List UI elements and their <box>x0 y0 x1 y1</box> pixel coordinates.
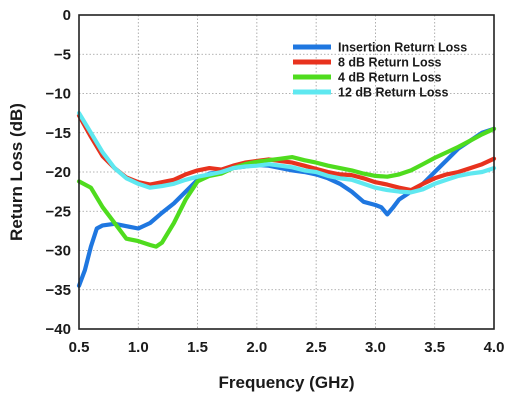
y-tick-label: −20 <box>46 164 71 181</box>
x-tick-label: 3.5 <box>424 339 445 356</box>
x-tick-label: 1.0 <box>128 339 149 356</box>
x-tick-label: 2.0 <box>246 339 267 356</box>
series-line-3 <box>76 111 497 195</box>
x-tick-label: 1.5 <box>187 339 208 356</box>
y-tick-label: −5 <box>54 46 71 63</box>
y-tick-label: −10 <box>46 86 71 103</box>
legend-label: 4 dB Return Loss <box>338 71 442 85</box>
series-lines <box>76 111 497 288</box>
x-tick-labels: 0.5 1.0 1.5 2.0 2.5 3.0 3.5 4.0 <box>69 339 505 356</box>
grid-lines <box>79 15 494 329</box>
legend-label: 8 dB Return Loss <box>338 56 442 70</box>
y-tick-label: −35 <box>46 282 71 299</box>
x-axis-label: Frequency (GHz) <box>218 373 354 392</box>
y-tick-label: −15 <box>46 125 71 142</box>
legend-label: 12 dB Return Loss <box>338 86 448 100</box>
x-tick-label: 4.0 <box>484 339 505 356</box>
y-tick-label: −25 <box>46 203 71 220</box>
y-axis-label: Return Loss (dB) <box>7 103 26 241</box>
series-line-1 <box>76 113 497 193</box>
y-tick-label: 0 <box>63 7 71 24</box>
y-tick-labels: 0 −5 −10 −15 −20 −25 −30 −35 −40 <box>46 7 71 338</box>
legend-label: Insertion Return Loss <box>338 41 467 55</box>
x-tick-label: 0.5 <box>69 339 90 356</box>
y-tick-label: −30 <box>46 243 71 260</box>
x-tick-label: 3.0 <box>365 339 386 356</box>
y-tick-label: −40 <box>46 321 71 338</box>
series-line-2 <box>76 126 497 249</box>
x-tick-label: 2.5 <box>306 339 327 356</box>
plot-frame <box>78 14 495 330</box>
